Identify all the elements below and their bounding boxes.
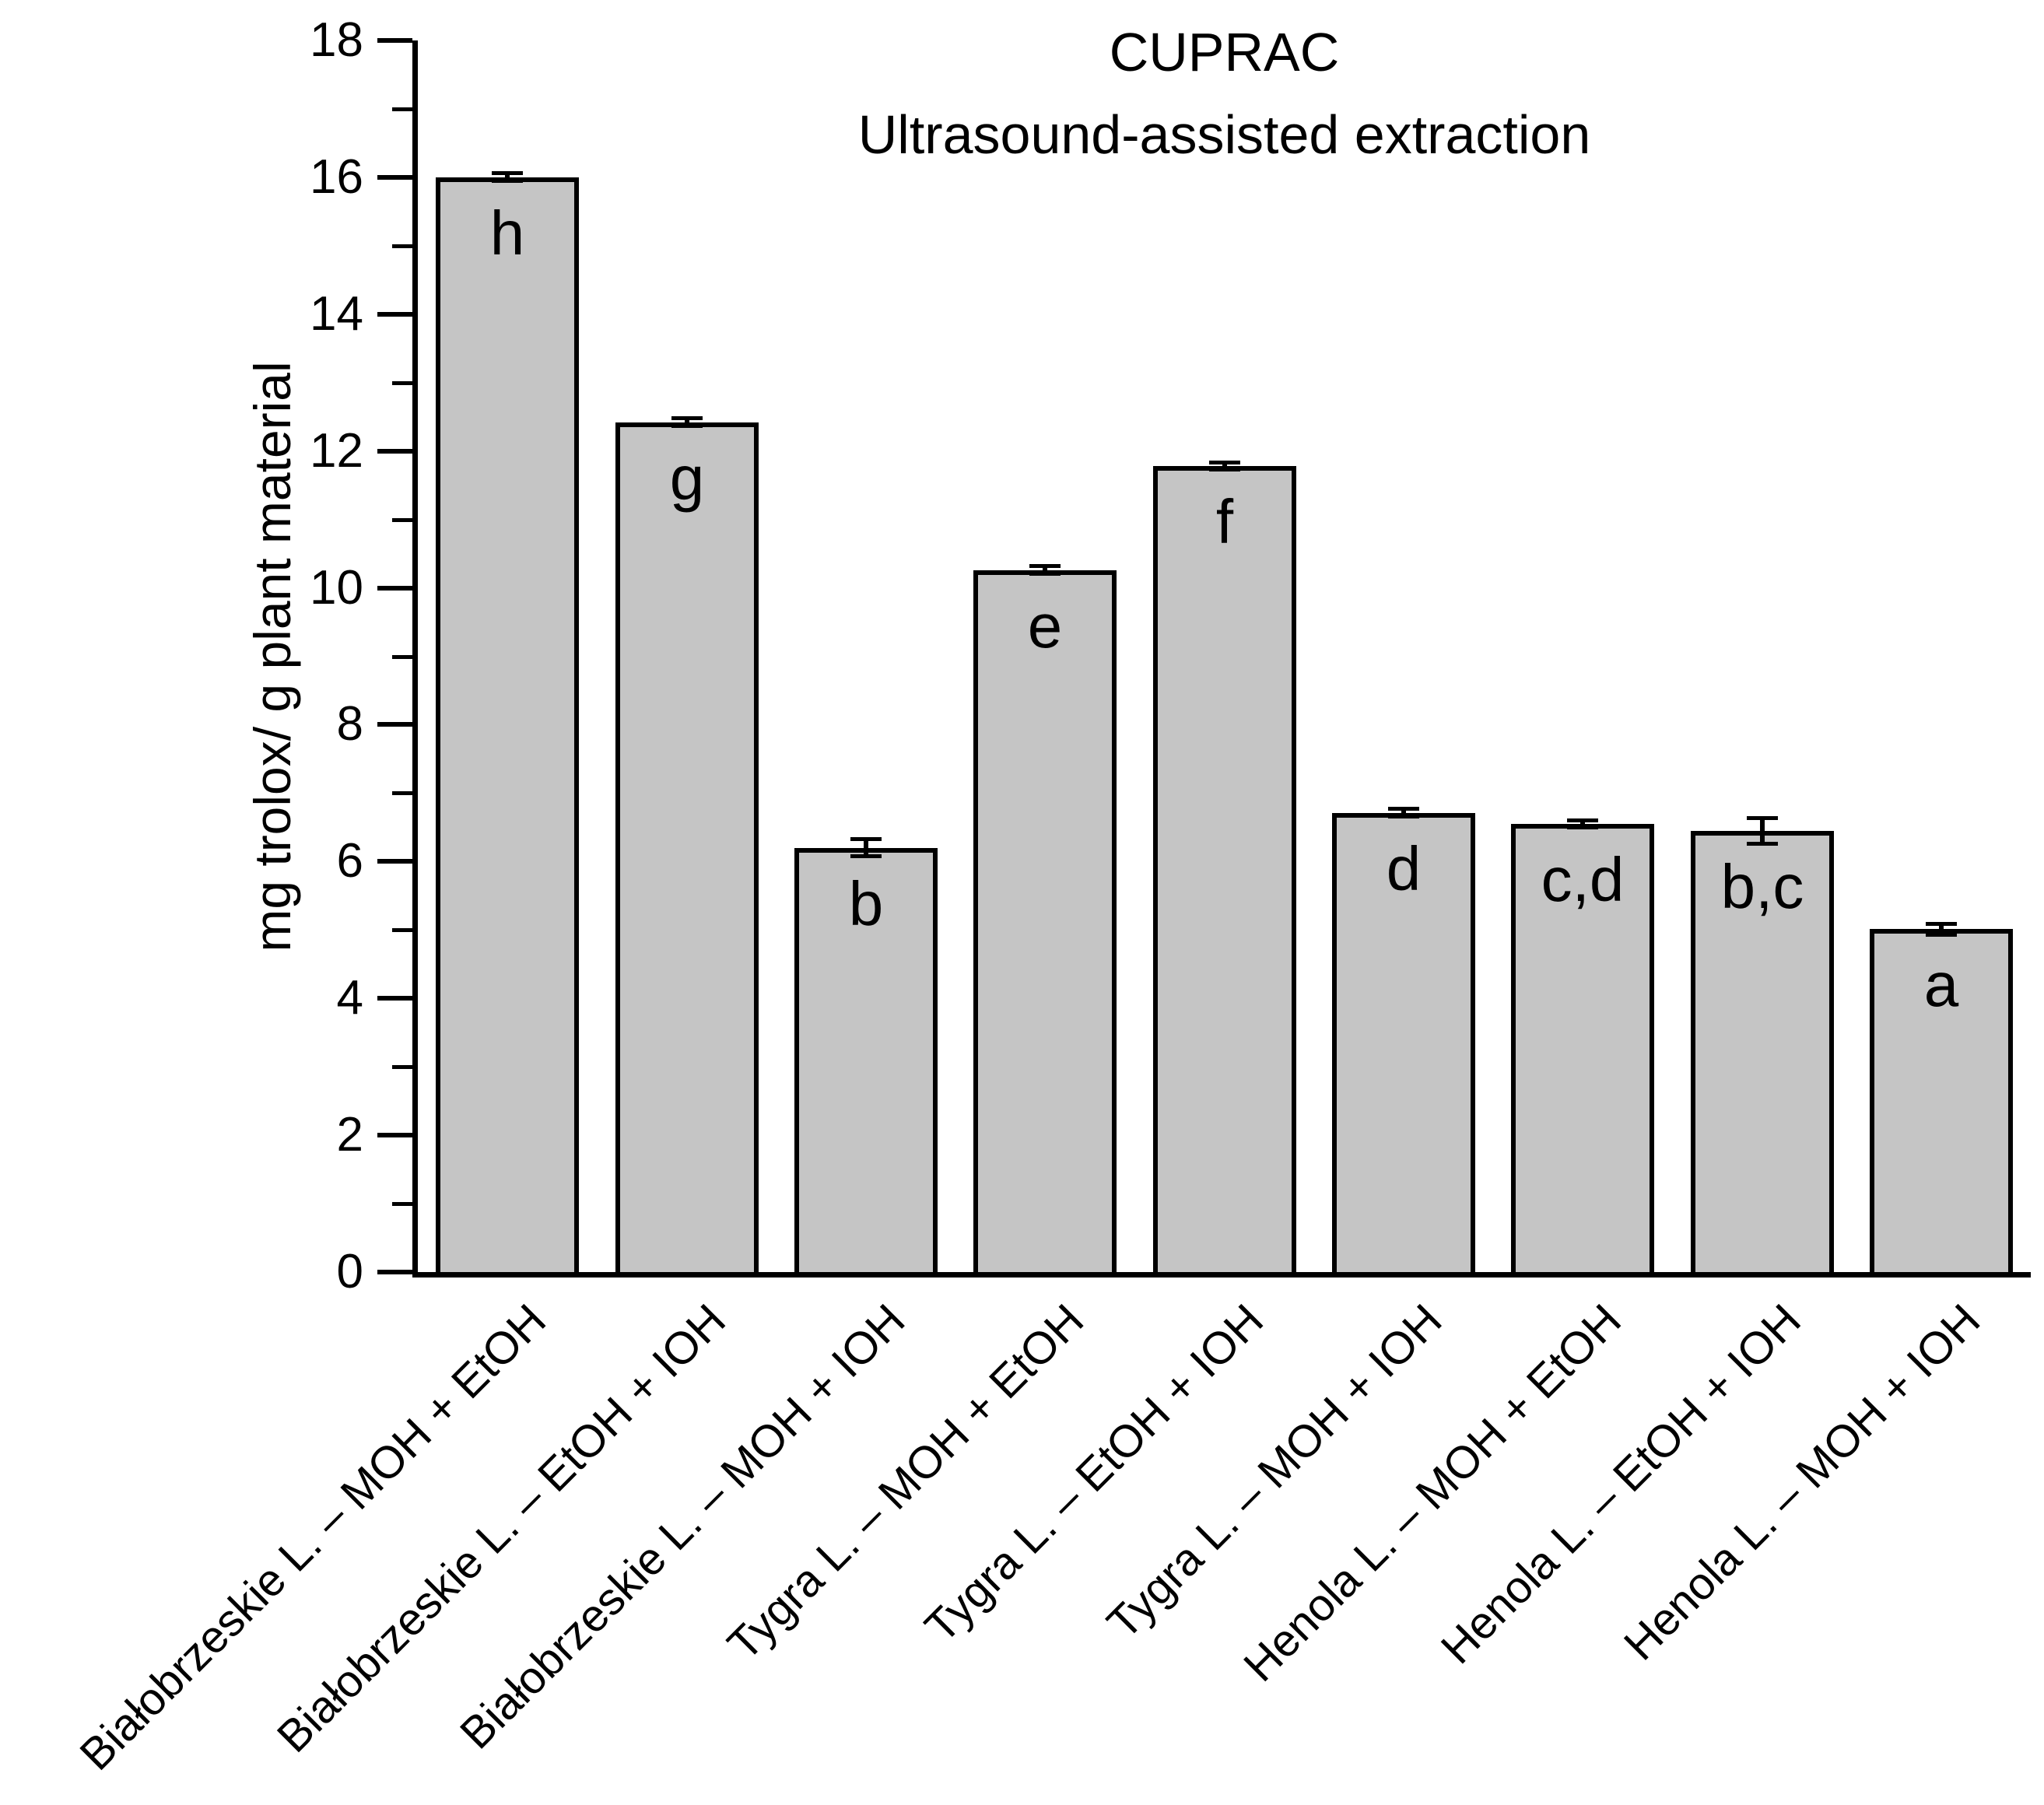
bar-g-2: g — [615, 422, 759, 1272]
x-tick-label: Henola L. – EtOH + IOH — [1431, 1295, 1811, 1674]
y-tick-minor — [392, 928, 412, 932]
y-tick-label: 0 — [336, 1245, 363, 1299]
chart-subtitle: Ultrasound-assisted extraction — [857, 104, 1591, 165]
y-tick-minor — [392, 1065, 412, 1069]
bar-h-1: h — [436, 177, 579, 1272]
error-bar-cap-bottom — [1388, 815, 1419, 818]
bar-significance-letter: e — [1027, 591, 1063, 661]
y-tick-label: 6 — [336, 834, 363, 888]
y-tick-major — [377, 449, 412, 454]
y-tick-label: 2 — [336, 1108, 363, 1162]
bar-significance-letter: a — [1923, 950, 1959, 1019]
x-tick-label: Henola L. – MOH + IOH — [1614, 1295, 1990, 1670]
error-bar-line — [1580, 821, 1585, 828]
y-tick-minor — [392, 1202, 412, 1206]
x-tick-label: Tygra L. – EtOH + IOH — [915, 1295, 1273, 1653]
y-tick-major — [377, 175, 412, 180]
x-tick-label: Tygra L. – MOH + IOH — [1097, 1295, 1452, 1649]
error-bar-cap-top — [1747, 816, 1778, 820]
y-tick-minor — [392, 791, 412, 795]
bar-f-5: f — [1153, 466, 1296, 1272]
error-bar-cap-bottom — [492, 179, 523, 183]
error-bar-line — [1222, 463, 1227, 470]
chart-title-block: CUPRAC Ultrasound-assisted extraction — [418, 11, 2031, 176]
y-tick-major — [377, 312, 412, 317]
y-tick-minor — [392, 381, 412, 385]
y-tick-minor — [392, 244, 412, 248]
bar-significance-letter: f — [1215, 487, 1234, 556]
bar-d-6: d — [1332, 813, 1475, 1272]
bar-significance-letter: g — [669, 443, 705, 513]
error-bar-cap-bottom — [1209, 468, 1240, 471]
bar-a-9: a — [1870, 929, 2013, 1272]
error-bar-line — [1043, 566, 1047, 573]
error-bar-line — [864, 839, 868, 856]
error-bar-cap-bottom — [850, 854, 882, 858]
x-tick-label: Tygra L. – MOH + EtOH — [717, 1295, 1093, 1670]
y-tick-label: 16 — [310, 150, 363, 204]
error-bar-cap-top — [492, 171, 523, 175]
error-bar-line — [1939, 924, 1944, 934]
y-tick-label: 10 — [310, 561, 363, 615]
bar-e-4: e — [973, 570, 1117, 1272]
error-bar-cap-bottom — [671, 424, 703, 428]
error-bar-cap-bottom — [1567, 825, 1598, 829]
bar-significance-letter: b — [848, 869, 884, 938]
bar-significance-letter: d — [1386, 834, 1422, 903]
y-tick-major — [377, 38, 412, 43]
y-tick-major — [377, 1270, 412, 1274]
error-bar-cap-top — [1209, 461, 1240, 464]
bar-bc-8: b,c — [1691, 831, 1834, 1272]
bar-significance-letter: b,c — [1720, 852, 1804, 921]
y-tick-label: 14 — [310, 287, 363, 341]
y-tick-minor — [392, 107, 412, 111]
error-bar-cap-bottom — [1029, 572, 1061, 576]
chart-title: CUPRAC — [1109, 22, 1340, 82]
bar-significance-letter: h — [489, 198, 525, 268]
bar-b-3: b — [794, 848, 938, 1272]
error-bar-cap-top — [1029, 564, 1061, 568]
error-bar-cap-top — [1926, 922, 1957, 926]
plot-area: h g b e f d c,d b,c a — [412, 40, 2031, 1278]
x-tick-label: Henola L. – MOH + EtOH — [1234, 1295, 1631, 1691]
error-bar-cap-top — [671, 416, 703, 420]
error-bar-cap-top — [1388, 807, 1419, 811]
y-tick-major — [377, 722, 412, 727]
error-bar-cap-bottom — [1747, 842, 1778, 846]
error-bar-cap-bottom — [1926, 933, 1957, 937]
y-tick-label: 18 — [310, 13, 363, 67]
error-bar-cap-top — [850, 837, 882, 841]
error-bar-line — [505, 173, 510, 180]
y-tick-major — [377, 996, 412, 1001]
y-tick-minor — [392, 655, 412, 659]
y-tick-major — [377, 586, 412, 591]
bar-significance-letter: c,d — [1541, 845, 1625, 914]
error-bar-line — [685, 419, 689, 426]
y-tick-label: 12 — [310, 424, 363, 478]
error-bar-line — [1760, 818, 1765, 843]
y-tick-major — [377, 1133, 412, 1137]
y-tick-label: 8 — [336, 697, 363, 751]
bar-cd-7: c,d — [1511, 824, 1654, 1272]
y-tick-major — [377, 859, 412, 864]
y-tick-label: 4 — [336, 971, 363, 1025]
y-tick-minor — [392, 518, 412, 522]
error-bar-cap-top — [1567, 818, 1598, 822]
error-bar-line — [1401, 809, 1406, 816]
